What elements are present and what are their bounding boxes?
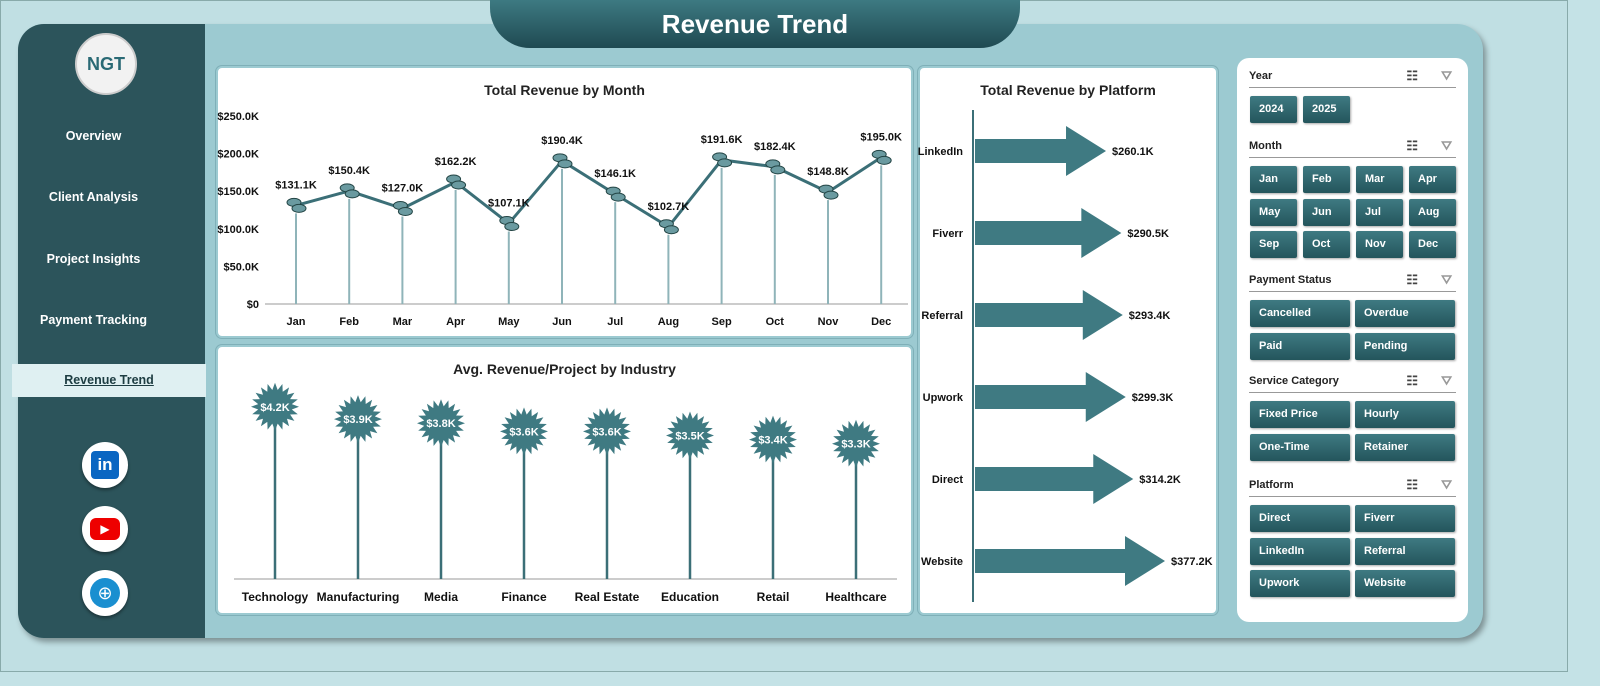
slicer-button-dec[interactable]: Dec: [1409, 231, 1456, 258]
slicer-button-apr[interactable]: Apr: [1409, 166, 1456, 193]
slicer-button-pending[interactable]: Pending: [1355, 332, 1455, 360]
slicer-title: Service Category: [1249, 375, 1339, 387]
logo: NGT: [75, 33, 137, 95]
website-button[interactable]: ⊕: [82, 570, 128, 616]
slicer-header: Year ☷ ⛛: [1249, 66, 1456, 88]
slicer-button-sep[interactable]: Sep: [1250, 231, 1297, 258]
chart-title: Total Revenue by Platform: [980, 82, 1156, 98]
slicer-button-cancelled[interactable]: Cancelled: [1250, 300, 1350, 327]
slicer-button-2024[interactable]: 2024: [1250, 96, 1297, 123]
multi-select-icon[interactable]: ☷: [1406, 477, 1418, 492]
nav-payment-tracking[interactable]: Payment Tracking: [40, 313, 147, 327]
youtube-icon: ▶: [90, 518, 120, 540]
slicer-button-nov[interactable]: Nov: [1356, 231, 1403, 258]
slicer-button-aug[interactable]: Aug: [1409, 198, 1456, 226]
globe-icon: ⊕: [90, 578, 120, 608]
slicer-button-2025[interactable]: 2025: [1303, 96, 1350, 123]
clear-filter-icon[interactable]: ⛛: [1441, 477, 1452, 492]
page-title: Revenue Trend: [490, 0, 1020, 48]
slicer-button-fiverr[interactable]: Fiverr: [1355, 505, 1455, 532]
slicer-button-paid[interactable]: Paid: [1250, 332, 1350, 360]
clear-filter-icon[interactable]: ⛛: [1441, 373, 1452, 388]
slicer-button-hourly[interactable]: Hourly: [1355, 401, 1455, 428]
multi-select-icon[interactable]: ☷: [1406, 68, 1418, 83]
linkedin-button[interactable]: in: [82, 442, 128, 488]
slicer-header: Service Category ☷ ⛛: [1249, 371, 1456, 393]
linkedin-icon: in: [91, 451, 119, 479]
nav-revenue-trend[interactable]: Revenue Trend: [12, 364, 206, 397]
slicer-button-retainer[interactable]: Retainer: [1355, 433, 1455, 461]
slicer-header: Month ☷ ⛛: [1249, 136, 1456, 158]
multi-select-icon[interactable]: ☷: [1406, 272, 1418, 287]
clear-filter-icon[interactable]: ⛛: [1441, 272, 1452, 287]
nav-project-insights[interactable]: Project Insights: [46, 252, 141, 266]
nav-overview[interactable]: Overview: [65, 129, 122, 143]
slicer-button-jul[interactable]: Jul: [1356, 198, 1403, 226]
logo-text: NGT: [87, 54, 125, 74]
revenue-by-month-panel: Total Revenue by Month: [216, 66, 913, 338]
youtube-button[interactable]: ▶: [82, 506, 128, 552]
chart-title: Total Revenue by Month: [484, 82, 645, 98]
clear-filter-icon[interactable]: ⛛: [1441, 138, 1452, 153]
slicer-button-mar[interactable]: Mar: [1356, 166, 1403, 193]
slicer-button-fixed-price[interactable]: Fixed Price: [1250, 401, 1350, 428]
slicer-button-oct[interactable]: Oct: [1303, 231, 1350, 258]
slicer-button-jun[interactable]: Jun: [1303, 198, 1350, 226]
slicer-button-overdue[interactable]: Overdue: [1355, 300, 1455, 327]
revenue-by-platform-panel: Total Revenue by Platform: [918, 66, 1218, 615]
slicer-button-jan[interactable]: Jan: [1250, 166, 1297, 193]
slicer-button-linkedin[interactable]: LinkedIn: [1250, 537, 1350, 565]
slicer-button-feb[interactable]: Feb: [1303, 166, 1350, 193]
slicer-title: Platform: [1249, 479, 1294, 491]
slicer-button-website[interactable]: Website: [1355, 570, 1455, 597]
clear-filter-icon[interactable]: ⛛: [1441, 68, 1452, 83]
slicer-button-upwork[interactable]: Upwork: [1250, 570, 1350, 597]
chart-title: Avg. Revenue/Project by Industry: [453, 361, 676, 377]
slicer-button-referral[interactable]: Referral: [1355, 537, 1455, 565]
slicer-button-direct[interactable]: Direct: [1250, 505, 1350, 532]
nav-client-analysis[interactable]: Client Analysis: [48, 190, 139, 204]
slicer-button-may[interactable]: May: [1250, 198, 1297, 226]
multi-select-icon[interactable]: ☷: [1406, 138, 1418, 153]
slicer-header: Platform ☷ ⛛: [1249, 475, 1456, 497]
slicer-panel: Year ☷ ⛛ 2024 2025 Month ☷ ⛛ Jan Feb Mar Apr May Jun J…: [1237, 58, 1468, 622]
multi-select-icon[interactable]: ☷: [1406, 373, 1418, 388]
slicer-title: Payment Status: [1249, 274, 1332, 286]
revenue-by-industry-panel: Avg. Revenue/Project by Industry: [216, 345, 913, 615]
slicer-title: Month: [1249, 140, 1282, 152]
slicer-button-one-time[interactable]: One-Time: [1250, 433, 1350, 461]
slicer-header: Payment Status ☷ ⛛: [1249, 270, 1456, 292]
slicer-title: Year: [1249, 70, 1273, 82]
